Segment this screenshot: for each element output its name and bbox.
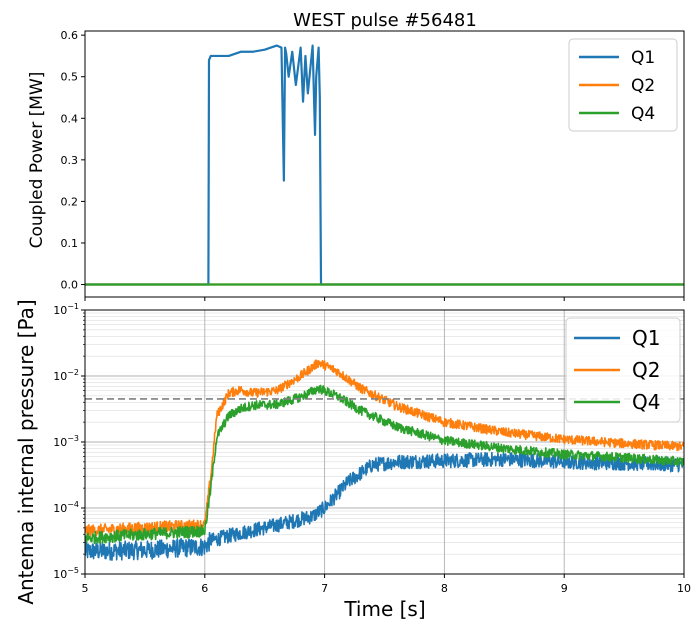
chart-title: WEST pulse #56481 [293, 10, 477, 31]
top-panel: 0.0 0.1 0.2 0.3 0.4 0.5 0.6 Q1 Q2 Q4 [61, 29, 685, 301]
bottom-x-tick-label: 9 [561, 582, 568, 595]
bottom-legend-label-q4: Q4 [632, 390, 660, 414]
top-y-axis-label: Coupled Power [MW] [27, 72, 47, 249]
bottom-legend-label-q2: Q2 [632, 358, 660, 382]
bottom-y-tick-label: 10−5 [53, 566, 79, 581]
bottom-y-axis-label: Antenna internal pressure [Pa] [14, 299, 38, 604]
bottom-legend-label-q1: Q1 [632, 326, 660, 350]
bottom-y-tick-label: 10−3 [53, 434, 79, 449]
top-legend-label-q4: Q4 [631, 104, 655, 124]
top-axes-frame [84, 30, 685, 298]
top-series-q1 [85, 44, 684, 286]
top-legend-label-q1: Q1 [631, 48, 655, 68]
bottom-x-tick-label: 10 [677, 582, 691, 595]
top-y-tick-label: 0.0 [61, 279, 79, 292]
x-axis-label: Time [s] [343, 597, 425, 621]
bottom-series-q4 [85, 384, 684, 545]
bottom-y-tick-label: 10−4 [53, 500, 79, 515]
top-y-tick-label: 0.3 [61, 154, 79, 167]
bottom-x-tick-label: 8 [441, 582, 448, 595]
bottom-x-tick-label: 6 [201, 582, 208, 595]
bottom-series-q1 [85, 451, 684, 561]
top-y-tick-label: 0.2 [61, 195, 79, 208]
top-y-tick-label: 0.4 [61, 112, 79, 125]
top-y-tick-label: 0.6 [61, 29, 79, 42]
bottom-panel: 10−5 10−4 10−3 10−2 10−1 5 6 7 8 9 10 Q1 Q2 Q4 [53, 302, 691, 595]
bottom-y-tick-label: 10−2 [53, 368, 79, 383]
bottom-x-tick-label: 5 [82, 582, 89, 595]
bottom-y-tick-label: 10−1 [53, 302, 79, 317]
top-y-tick-label: 0.1 [61, 237, 79, 250]
bottom-legend [565, 317, 681, 423]
top-y-tick-label: 0.5 [61, 71, 79, 84]
top-legend [568, 38, 678, 132]
bottom-x-tick-label: 7 [321, 582, 328, 595]
top-legend-label-q2: Q2 [631, 76, 655, 96]
